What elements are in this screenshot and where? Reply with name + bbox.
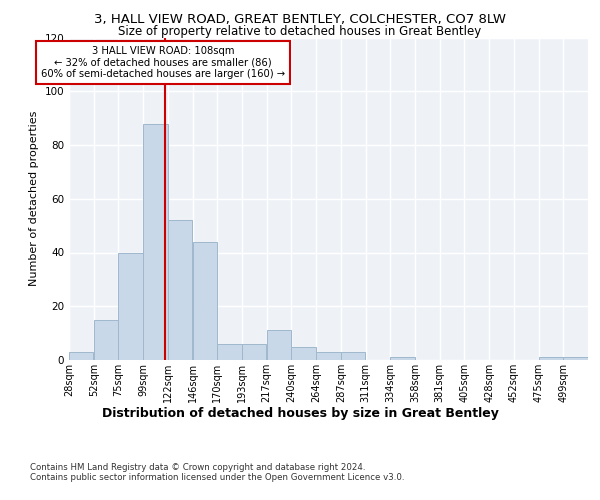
Bar [316,352,341,360]
Bar [242,344,266,360]
Bar [69,352,94,360]
Text: 3 HALL VIEW ROAD: 108sqm
← 32% of detached houses are smaller (86)
60% of semi-d: 3 HALL VIEW ROAD: 108sqm ← 32% of detach… [41,46,285,79]
Text: Distribution of detached houses by size in Great Bentley: Distribution of detached houses by size … [101,408,499,420]
Y-axis label: Number of detached properties: Number of detached properties [29,111,39,286]
Text: 3, HALL VIEW ROAD, GREAT BENTLEY, COLCHESTER, CO7 8LW: 3, HALL VIEW ROAD, GREAT BENTLEY, COLCHE… [94,12,506,26]
Bar [341,352,365,360]
Bar [118,252,143,360]
Bar [168,220,193,360]
Text: Size of property relative to detached houses in Great Bentley: Size of property relative to detached ho… [118,25,482,38]
Bar [193,242,217,360]
Bar [217,344,242,360]
Bar [292,346,316,360]
Bar [563,358,588,360]
Bar [94,320,118,360]
Bar [267,330,291,360]
Bar [390,358,415,360]
Bar [143,124,167,360]
Text: Contains HM Land Registry data © Crown copyright and database right 2024.
Contai: Contains HM Land Registry data © Crown c… [30,462,404,482]
Bar [539,358,563,360]
